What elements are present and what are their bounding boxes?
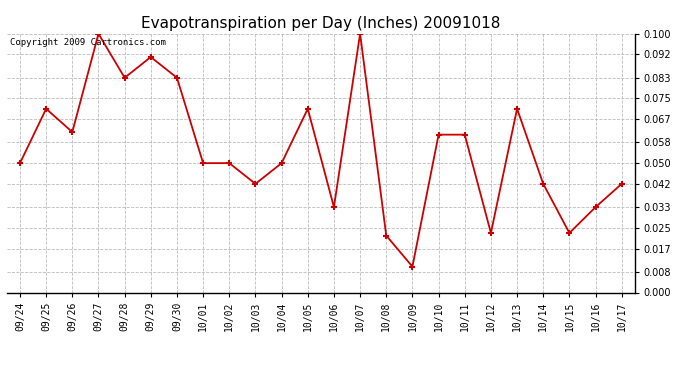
Text: Copyright 2009 Cartronics.com: Copyright 2009 Cartronics.com <box>10 38 166 46</box>
Title: Evapotranspiration per Day (Inches) 20091018: Evapotranspiration per Day (Inches) 2009… <box>141 16 500 31</box>
